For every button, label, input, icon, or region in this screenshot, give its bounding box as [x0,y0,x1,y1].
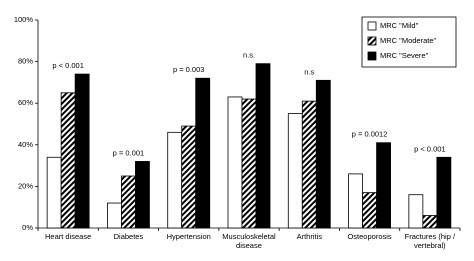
x-tick-label: Arthritis [296,232,322,241]
bar [287,113,303,229]
annotation: p < 0.001 [414,144,446,153]
y-tick-label: 60% [18,98,33,107]
bar [301,100,317,229]
bar [348,173,363,229]
x-tick-label: Osteoporosis [347,232,392,241]
bar [74,73,90,229]
y-tick-label: 100% [14,15,34,24]
legend-label: MRC "Severe" [380,51,429,60]
annotation: p = 0.001 [113,148,145,157]
legend-box [361,16,457,68]
bar [135,161,150,229]
bar [436,156,452,229]
x-tick-label-box: Fractures (hip / vertebral) [404,232,456,250]
y-tick-label: 0% [22,223,33,232]
y-tick-label: 20% [18,181,33,190]
x-tick-label: Fractures (hip / vertebral) [404,232,456,250]
bar [227,96,243,229]
bar [167,131,183,229]
bar [121,175,136,229]
x-tick-label-box: Heart disease [45,232,92,241]
bar [315,79,331,229]
bar [46,156,62,229]
x-tick-label: Diabetes [113,232,144,241]
legend-label: MRC "Moderate" [380,36,437,45]
bar [408,194,424,229]
x-tick-label: Hypertension [166,232,211,241]
annotation: n.s [304,67,314,76]
x-tick-label-box: Arthritis [296,232,322,241]
annotation: p = 0.0012 [352,130,388,139]
x-tick-label: Heart disease [45,232,92,241]
bar [60,92,76,229]
y-tick-label: 80% [18,57,33,66]
bar [241,98,257,229]
legend-label: MRC "Mild" [380,21,419,30]
annotation: n.s. [243,51,255,60]
legend-swatch [367,51,377,61]
x-tick-label-box: Osteoporosis [347,232,392,241]
x-tick-label: Musculoskeletal disease [222,232,276,250]
y-tick-label: 40% [18,140,33,149]
bar [107,202,122,229]
bar [195,77,211,229]
x-tick-label-box: Musculoskeletal disease [222,232,276,250]
legend-swatch [367,21,377,31]
bar [255,63,271,229]
x-tick-label-box: Hypertension [166,232,211,241]
annotation: p < 0.001 [52,61,84,70]
bar [362,192,377,229]
bar [181,125,197,229]
x-tick-label-box: Diabetes [113,232,144,241]
bar [422,215,438,229]
bar [376,142,391,229]
legend-swatch [367,36,377,46]
annotation: p = 0.003 [173,65,205,74]
